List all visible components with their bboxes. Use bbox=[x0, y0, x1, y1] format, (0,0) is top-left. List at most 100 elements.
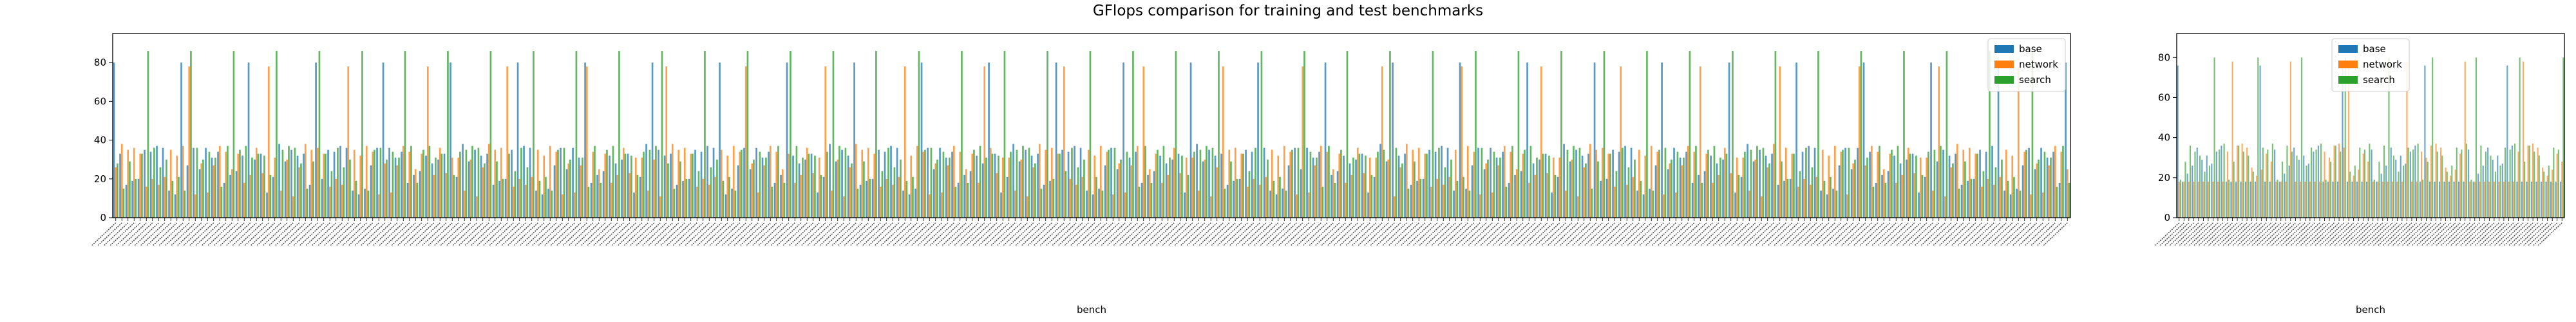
test-bar-base-58 bbox=[2458, 182, 2460, 218]
training-bar-network-36 bbox=[335, 178, 337, 218]
test-x-tick-label-24 bbox=[2270, 222, 2296, 247]
training-bar-search-166 bbox=[1132, 51, 1134, 218]
training-x-tick-label-108 bbox=[752, 222, 777, 247]
training-x-tick-label-209 bbox=[1369, 222, 1395, 247]
training-bar-search-187 bbox=[1260, 51, 1263, 218]
training-x-tick-label-14 bbox=[176, 222, 202, 247]
training-bar-search-170 bbox=[1157, 149, 1159, 218]
training-bar-network-318 bbox=[2060, 151, 2063, 218]
training-bar-base-76 bbox=[578, 157, 580, 218]
test-bar-base-11 bbox=[2230, 182, 2232, 218]
training-bar-network-288 bbox=[1877, 151, 1879, 218]
training-bar-base-309 bbox=[2003, 190, 2005, 218]
training-x-tick-label-104 bbox=[727, 222, 753, 247]
training-bar-network-170 bbox=[1155, 153, 1157, 218]
training-bar-base-109 bbox=[780, 175, 782, 218]
training-x-tick-label-165 bbox=[1100, 222, 1126, 247]
test-bar-network-57 bbox=[2454, 169, 2456, 218]
training-bar-network-174 bbox=[1179, 173, 1182, 218]
training-x-tick-label-135 bbox=[916, 222, 942, 247]
training-bar-search-149 bbox=[1028, 147, 1030, 218]
training-x-tick-label-230 bbox=[1498, 222, 1524, 247]
training-bar-base-133 bbox=[927, 147, 929, 218]
training-bar-search-20 bbox=[239, 149, 241, 218]
test-bar-network-23 bbox=[2289, 61, 2291, 218]
training-x-tick-label-155 bbox=[1039, 222, 1065, 247]
training-bar-search-103 bbox=[746, 51, 749, 218]
training-bar-search-18 bbox=[227, 146, 229, 218]
training-bar-network-309 bbox=[2005, 149, 2007, 218]
training-bar-search-141 bbox=[979, 146, 981, 218]
training-bar-search-105 bbox=[759, 151, 761, 218]
test-bar-network-65 bbox=[2493, 182, 2495, 218]
training-bar-base-262 bbox=[1716, 163, 1718, 218]
training-bar-base-108 bbox=[773, 182, 776, 218]
training-bar-base-198 bbox=[1324, 62, 1327, 218]
training-bar-network-17 bbox=[218, 146, 221, 218]
training-bar-base-287 bbox=[1869, 151, 1871, 218]
training-bar-search-314 bbox=[2038, 159, 2040, 218]
training-bar-base-192 bbox=[1287, 165, 1290, 218]
training-bar-network-97 bbox=[708, 184, 710, 218]
training-bar-base-95 bbox=[694, 149, 696, 218]
training-bar-search-211 bbox=[1407, 188, 1410, 218]
training-bar-network-53 bbox=[439, 147, 441, 218]
training-bar-network-207 bbox=[1381, 66, 1383, 218]
training-bar-base-182 bbox=[1226, 184, 1229, 218]
training-bar-search-87 bbox=[649, 149, 651, 218]
training-bar-network-173 bbox=[1173, 147, 1175, 218]
training-bar-search-200 bbox=[1340, 149, 1342, 218]
test-bar-search-57 bbox=[2456, 147, 2458, 218]
test-bar-search-63 bbox=[2485, 151, 2487, 218]
training-bar-base-196 bbox=[1312, 157, 1314, 218]
test-bar-network-6 bbox=[2207, 182, 2209, 218]
training-bar-search-74 bbox=[569, 159, 571, 218]
training-bar-base-17 bbox=[217, 151, 219, 218]
training-bar-base-276 bbox=[1801, 151, 1804, 218]
training-bar-search-312 bbox=[2025, 149, 2027, 218]
test-bar-network-55 bbox=[2445, 167, 2447, 218]
test-bar-search-9 bbox=[2223, 143, 2225, 218]
training-x-tick-label-85 bbox=[611, 222, 636, 247]
training-bar-base-207 bbox=[1379, 144, 1381, 218]
training-bar-base-99 bbox=[719, 62, 721, 218]
test-x-tick-label-48 bbox=[2387, 222, 2412, 247]
training-bar-base-73 bbox=[560, 147, 562, 218]
training-bar-network-224 bbox=[1485, 163, 1488, 218]
training-bar-base-278 bbox=[1814, 147, 1816, 218]
test-bar-network-73 bbox=[2532, 143, 2534, 218]
training-bar-base-160 bbox=[1092, 194, 1094, 218]
test-x-axis-label: bench bbox=[2356, 304, 2385, 316]
training-bar-base-114 bbox=[810, 153, 813, 218]
training-bar-base-169 bbox=[1147, 175, 1149, 218]
training-bar-base-78 bbox=[590, 182, 592, 218]
training-bar-base-230 bbox=[1520, 171, 1522, 218]
training-bar-search-78 bbox=[594, 146, 596, 218]
training-bar-search-142 bbox=[985, 157, 987, 218]
training-bar-network-279 bbox=[1821, 149, 1824, 218]
training-bar-base-80 bbox=[602, 171, 605, 218]
training-bar-network-221 bbox=[1466, 146, 1469, 218]
training-x-tick-label-260 bbox=[1681, 222, 1707, 247]
training-bar-network-164 bbox=[1118, 163, 1121, 218]
test-bar-network-58 bbox=[2459, 153, 2461, 218]
training-bar-base-123 bbox=[866, 180, 867, 218]
training-bar-network-215 bbox=[1430, 186, 1432, 218]
training-bar-base-101 bbox=[731, 188, 733, 218]
training-x-tick-label-306 bbox=[1963, 222, 1989, 247]
test-bar-base-28 bbox=[2313, 151, 2315, 218]
training-bar-base-68 bbox=[529, 147, 531, 218]
training-bar-base-85 bbox=[633, 192, 635, 218]
training-bar-base-19 bbox=[229, 175, 231, 218]
test-x-tick-label-50 bbox=[2396, 222, 2422, 247]
training-x-tick-label-22 bbox=[225, 222, 251, 247]
training-bar-base-28 bbox=[284, 161, 287, 218]
training-bar-network-13 bbox=[194, 194, 196, 218]
test-x-tick-label-5 bbox=[2178, 222, 2204, 247]
training-bar-base-227 bbox=[1502, 151, 1504, 218]
training-x-tick-label-117 bbox=[806, 222, 832, 247]
training-bar-base-312 bbox=[2022, 165, 2024, 218]
training-bar-network-175 bbox=[1185, 157, 1188, 218]
training-bar-search-34 bbox=[325, 153, 327, 218]
training-bar-base-244 bbox=[1605, 178, 1608, 218]
